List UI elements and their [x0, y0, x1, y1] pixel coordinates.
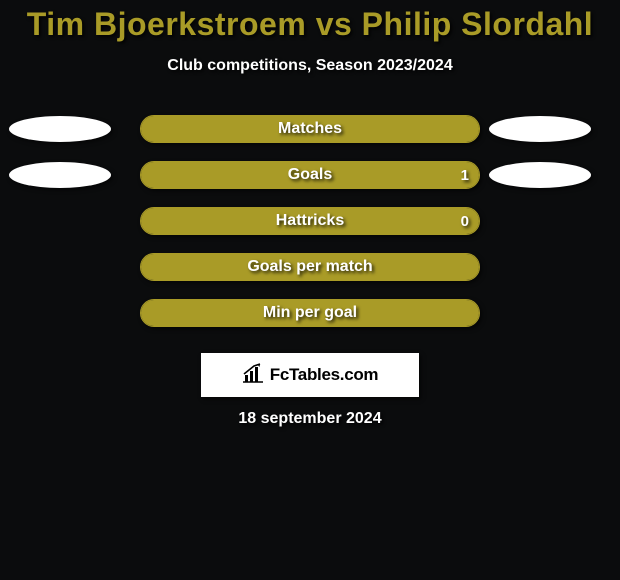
page-subtitle: Club competitions, Season 2023/2024 — [0, 57, 620, 75]
bar-track — [140, 299, 480, 327]
bar-value: 0 — [461, 208, 469, 236]
left-value-ellipse — [9, 116, 111, 142]
date-text: 18 september 2024 — [0, 410, 620, 428]
bar-fill — [141, 254, 479, 280]
bar-track — [140, 115, 480, 143]
page-title: Tim Bjoerkstroem vs Philip Slordahl — [0, 6, 620, 43]
bar-track — [140, 253, 480, 281]
bar-track: 1 — [140, 161, 480, 189]
bar-fill — [141, 162, 479, 188]
stat-row: Min per goal — [0, 299, 620, 327]
bar-fill — [141, 208, 479, 234]
comparison-infographic: Tim Bjoerkstroem vs Philip Slordahl Club… — [0, 0, 620, 580]
stat-row: Goals per match — [0, 253, 620, 281]
bar-fill — [141, 300, 479, 326]
right-value-ellipse — [489, 116, 591, 142]
bar-value: 1 — [461, 162, 469, 190]
bar-track: 0 — [140, 207, 480, 235]
logo-text: FcTables.com — [270, 365, 379, 385]
left-value-ellipse — [9, 162, 111, 188]
bar-fill — [141, 116, 479, 142]
stat-row: 0Hattricks — [0, 207, 620, 235]
chart-icon — [242, 363, 264, 388]
stat-row: Matches — [0, 115, 620, 143]
right-value-ellipse — [489, 162, 591, 188]
logo-box: FcTables.com — [201, 353, 419, 397]
stat-row: 1Goals — [0, 161, 620, 189]
chart-area: Matches 1Goals 0Hattricks Goals per match Mi… — [0, 115, 620, 345]
logo-inner: FcTables.com — [242, 363, 379, 388]
